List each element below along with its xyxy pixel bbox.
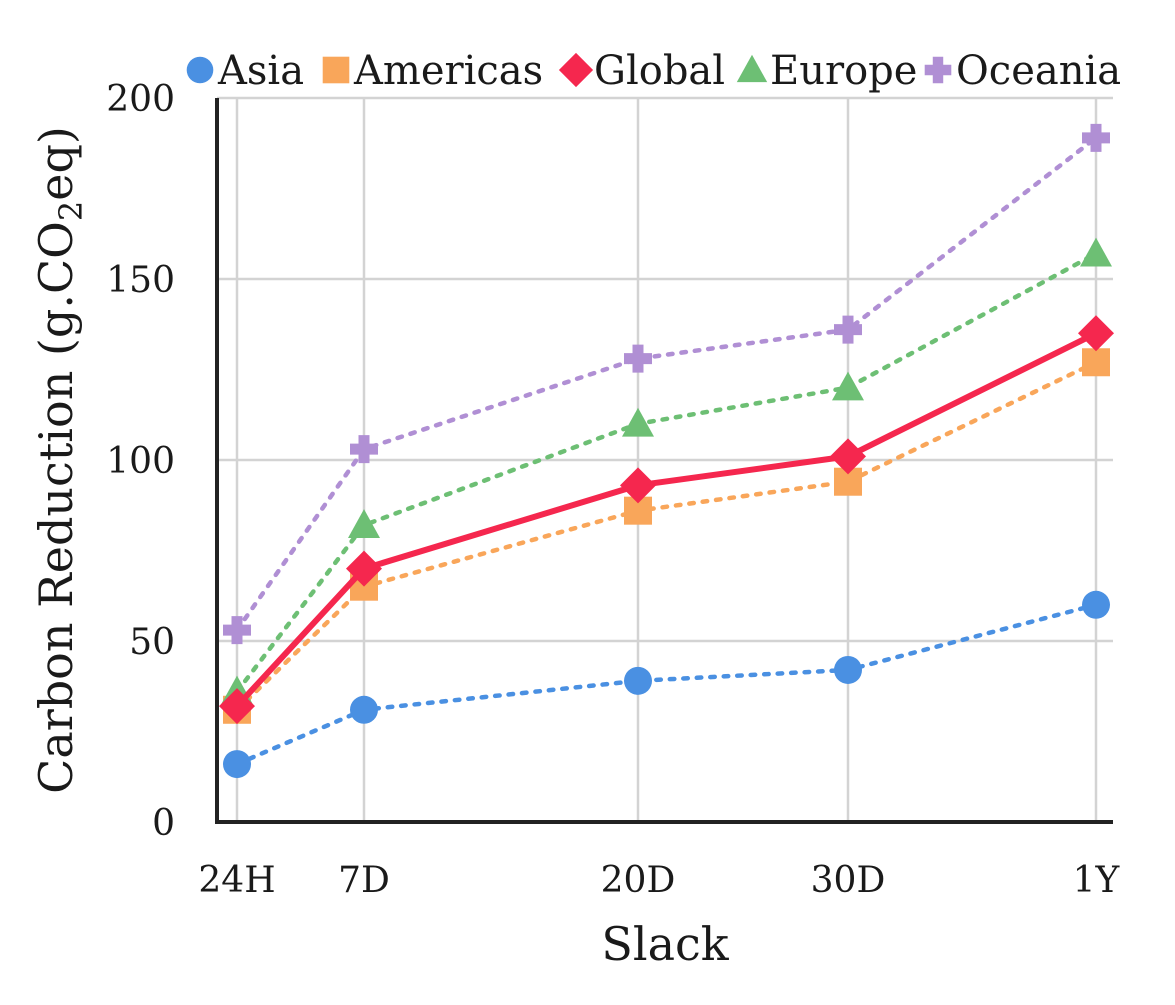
series-oceania: [223, 123, 1110, 645]
x-tick-label-1Y: 1Y: [1073, 860, 1121, 901]
y-tick-label-100: 100: [106, 441, 175, 482]
legend-label-americas: Americas: [353, 48, 543, 94]
x-tick-label-20D: 20D: [601, 860, 676, 901]
y-tick-label-0: 0: [152, 803, 175, 844]
legend-marker-global: [558, 52, 594, 88]
data-point-europe-20D: [622, 407, 654, 437]
tick-labels: 0 50 100 150 200 24H 7D 20D 30D 1Y: [106, 79, 1120, 901]
y-axis-title-tail: eq): [29, 126, 83, 201]
legend-item-americas: Americas: [322, 48, 543, 94]
y-axis-title-subscript: 2: [52, 201, 90, 221]
data-point-europe-1Y: [1080, 237, 1112, 267]
x-axis-title: Slack: [601, 917, 729, 971]
data-point-americas-1Y: [1082, 348, 1110, 377]
y-tick-label-200: 200: [106, 79, 175, 120]
data-point-europe-30D: [832, 371, 864, 401]
series-layer: [219, 123, 1114, 779]
series-line-asia: [234, 602, 1099, 767]
data-point-asia-1Y: [1082, 590, 1110, 619]
legend-item-europe: Europe: [736, 48, 917, 94]
series-line-oceania: [234, 135, 1099, 633]
data-point-asia-30D: [834, 655, 862, 684]
x-tick-label-30D: 30D: [811, 860, 886, 901]
legend-marker-europe: [736, 54, 768, 83]
legend-label-europe: Europe: [770, 48, 917, 94]
legend: Asia Americas Global Europe Oceania: [186, 48, 1121, 94]
data-point-asia-7D: [350, 695, 378, 724]
legend-item-asia: Asia: [186, 48, 304, 94]
data-point-global-30D: [830, 438, 866, 475]
series-line-europe: [234, 251, 1099, 694]
data-point-global-24H: [219, 688, 255, 725]
y-tick-label-150: 150: [106, 260, 175, 301]
data-point-asia-20D: [624, 666, 652, 695]
legend-label-global: Global: [594, 48, 725, 94]
legend-label-asia: Asia: [217, 48, 304, 94]
data-point-global-20D: [620, 467, 656, 504]
y-axis-title: Carbon Reduction (g.CO2eq): [29, 126, 90, 794]
legend-marker-asia: [186, 56, 214, 84]
axes: [215, 98, 1113, 824]
legend-label-oceania: Oceania: [956, 48, 1121, 94]
x-tick-label-24H: 24H: [198, 860, 275, 901]
data-point-global-1Y: [1078, 315, 1114, 352]
data-point-oceania-7D: [350, 435, 378, 464]
series-global: [219, 315, 1114, 725]
data-point-oceania-24H: [223, 616, 251, 645]
y-tick-label-50: 50: [129, 622, 175, 663]
y-axis-title-main: Carbon Reduction (g.CO: [29, 221, 83, 794]
series-asia: [223, 590, 1110, 779]
data-point-asia-24H: [223, 750, 251, 779]
legend-item-global: Global: [558, 48, 725, 94]
data-point-global-7D: [346, 550, 382, 587]
legend-marker-americas: [322, 56, 350, 84]
data-point-oceania-20D: [624, 344, 652, 373]
x-tick-label-7D: 7D: [338, 860, 390, 901]
legend-marker-oceania: [924, 56, 952, 84]
data-point-oceania-1Y: [1082, 123, 1110, 152]
data-point-oceania-30D: [834, 315, 862, 344]
legend-item-oceania: Oceania: [924, 48, 1121, 94]
data-point-europe-7D: [348, 509, 380, 538]
